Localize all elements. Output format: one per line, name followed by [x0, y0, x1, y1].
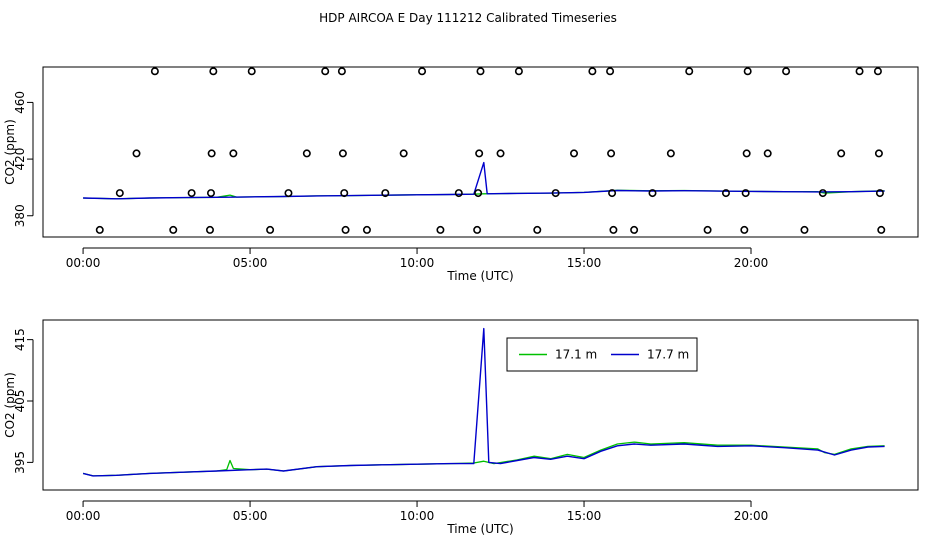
top-panel-calibration-point — [570, 149, 579, 158]
bottom-panel-series-line-2 — [82, 327, 885, 477]
top-panel-calibration-point — [209, 67, 218, 76]
top-panel-calibration-point — [302, 149, 311, 158]
top-panel-calibration-point — [473, 225, 482, 234]
top-panel-calibration-point — [741, 189, 750, 198]
top-panel-calibration-point — [340, 189, 349, 198]
top-panel-calibration-point — [474, 189, 483, 198]
top-panel-y-tick-label: 380 — [13, 204, 27, 227]
top-panel-x-tick-label: 05:00 — [233, 256, 268, 270]
bottom-panel-x-axis-label: Time (UTC) — [446, 522, 513, 536]
bottom-panel-x-tick-label: 05:00 — [233, 509, 268, 523]
top-panel-calibration-point — [514, 67, 523, 76]
top-panel-calibration-point — [266, 225, 275, 234]
top-panel-calibration-point — [399, 149, 408, 158]
bottom-panel-y-axis-label: CO2 (ppm) — [3, 372, 17, 438]
bottom-panel-x-tick-label: 10:00 — [400, 509, 435, 523]
top-panel-frame — [42, 66, 919, 238]
bottom-panel-y-tick-label: 405 — [13, 390, 27, 413]
top-panel-calibration-point — [150, 67, 159, 76]
top-panel-calibration-point — [608, 189, 617, 198]
chart-title: HDP AIRCOA E Day 111212 Calibrated Times… — [319, 11, 617, 25]
top-panel-calibration-point — [337, 67, 346, 76]
bottom-panel-legend-label-1: 17.1 m — [555, 348, 597, 362]
top-panel-calibration-point — [648, 189, 657, 198]
top-panel-calibration-point — [475, 149, 484, 158]
top-panel-calibration-point — [685, 67, 694, 76]
top-panel-series-line-2 — [83, 161, 885, 200]
bottom-panel-legend-label-2: 17.7 m — [647, 348, 689, 362]
top-panel-calibration-point — [476, 67, 485, 76]
top-panel-x-tick-label: 15:00 — [567, 256, 602, 270]
top-panel-calibration-point — [703, 225, 712, 234]
top-panel-calibration-point — [205, 225, 214, 234]
top-panel-calibration-point — [607, 149, 616, 158]
top-panel-calibration-point — [837, 149, 846, 158]
bottom-panel-y-tick-label: 395 — [13, 451, 27, 474]
top-panel-calibration-point — [207, 149, 216, 158]
top-panel-calibration-point — [321, 67, 330, 76]
bottom-panel-x-tick-label: 15:00 — [567, 509, 602, 523]
top-panel-x-tick-label: 20:00 — [734, 256, 769, 270]
top-panel-calibration-point — [874, 149, 883, 158]
top-panel-x-tick-label: 00:00 — [66, 256, 101, 270]
bottom-panel-x-tick-label: 20:00 — [734, 509, 769, 523]
top-panel-calibration-point — [436, 225, 445, 234]
top-panel-calibration-point — [763, 149, 772, 158]
top-panel-calibration-point — [132, 149, 141, 158]
top-panel-calibration-point — [206, 189, 215, 198]
top-panel-calibration-point — [721, 189, 730, 198]
top-panel-calibration-point — [338, 149, 347, 158]
top-panel-calibration-point — [875, 189, 884, 198]
bottom-panel-frame — [42, 319, 919, 491]
top-panel-x-tick-label: 10:00 — [400, 256, 435, 270]
top-panel-calibration-point — [229, 149, 238, 158]
bottom-panel-x-tick-label: 00:00 — [66, 509, 101, 523]
top-panel-calibration-point — [782, 67, 791, 76]
top-panel-calibration-point — [800, 225, 809, 234]
top-panel-y-tick-label: 420 — [13, 148, 27, 171]
top-panel-y-axis-label: CO2 (ppm) — [3, 119, 17, 185]
top-panel-calibration-point — [666, 149, 675, 158]
top-panel-calibration-point — [588, 67, 597, 76]
top-panel-calibration-point — [418, 67, 427, 76]
top-panel-calibration-point — [454, 189, 463, 198]
top-panel-calibration-point — [873, 67, 882, 76]
top-panel-calibration-point — [115, 189, 124, 198]
top-panel-calibration-point — [609, 225, 618, 234]
top-panel-calibration-point — [95, 225, 104, 234]
top-panel-calibration-point — [743, 67, 752, 76]
top-panel-calibration-point — [740, 225, 749, 234]
top-panel-x-axis-label: Time (UTC) — [446, 269, 513, 283]
top-panel-calibration-point — [742, 149, 751, 158]
bottom-panel-y-tick-label: 415 — [13, 328, 27, 351]
top-panel-calibration-point — [187, 189, 196, 198]
top-panel-calibration-point — [341, 225, 350, 234]
top-panel-calibration-point — [381, 189, 390, 198]
top-panel-calibration-point — [551, 189, 560, 198]
top-panel-calibration-point — [877, 225, 886, 234]
top-panel-calibration-point — [606, 67, 615, 76]
top-panel-calibration-point — [169, 225, 178, 234]
top-panel-calibration-point — [533, 225, 542, 234]
top-panel-calibration-point — [630, 225, 639, 234]
top-panel-calibration-point — [247, 67, 256, 76]
top-panel-calibration-point — [496, 149, 505, 158]
top-panel-calibration-point — [284, 189, 293, 198]
top-panel-calibration-point — [818, 189, 827, 198]
top-panel-calibration-point — [362, 225, 371, 234]
top-panel-y-tick-label: 460 — [13, 91, 27, 114]
top-panel-calibration-point — [855, 67, 864, 76]
